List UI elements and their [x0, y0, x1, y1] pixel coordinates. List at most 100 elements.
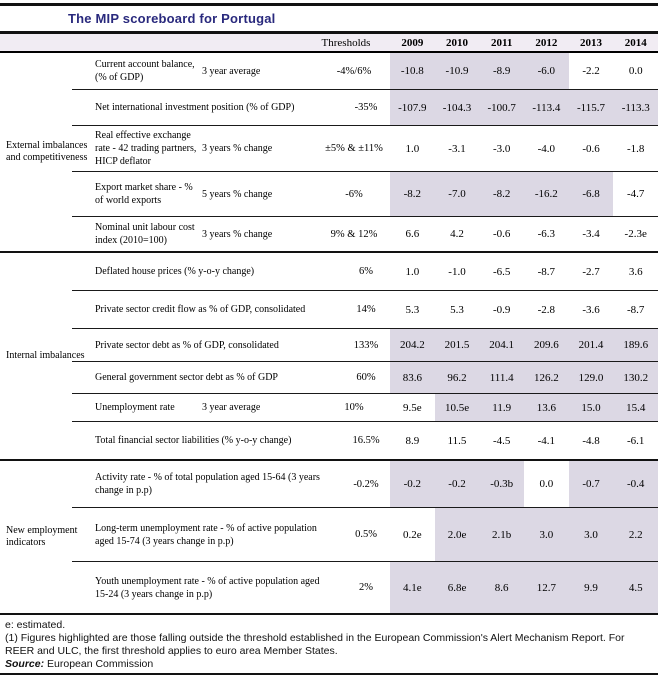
indicator-name: Deflated house prices (% y-o-y change) — [95, 266, 255, 277]
value-2011: 111.4 — [479, 362, 525, 393]
value-2009: 5.3 — [405, 303, 420, 316]
indicator-row: Youth unemployment rate - % of active po… — [72, 561, 658, 613]
value-2012: -8.7 — [537, 265, 556, 278]
value-2014: 130.2 — [613, 362, 658, 393]
column-header-2011: 2011 — [490, 36, 513, 49]
indicator-name: Real effective exchange rate - 42 tradin… — [95, 130, 197, 167]
value-2012: -16.2 — [524, 172, 569, 216]
value-2014: -4.7 — [626, 188, 645, 200]
indicator-period: 3 year average — [202, 65, 261, 77]
value-2014: 2.2 — [613, 508, 658, 561]
value-2012: -113.4 — [524, 90, 569, 125]
indicator-row: Activity rate - % of total population ag… — [72, 461, 658, 507]
table-title: The MIP scoreboard for Portugal — [68, 11, 276, 26]
footnotes: e: estimated. (1) Figures highlighted ar… — [0, 615, 658, 673]
value-2014: -2.3e — [624, 228, 647, 240]
indicator-row: Nominal unit labour cost index (2010=100… — [72, 216, 658, 251]
column-header-2009: 2009 — [401, 36, 424, 49]
footnote-highlight-note: (1) Figures highlighted are those fallin… — [5, 632, 625, 657]
indicator-row: Long-term unemployment rate - % of activ… — [72, 507, 658, 561]
value-2011: -4.5 — [492, 434, 511, 447]
value-2011: -8.2 — [479, 172, 525, 216]
value-2014: -1.8 — [626, 142, 645, 155]
value-2009: 4.1e — [390, 562, 435, 613]
value-2010: 11.5 — [447, 434, 467, 447]
indicator-row: Real effective exchange rate - 42 tradin… — [72, 125, 658, 171]
value-2013: -3.4 — [582, 228, 600, 240]
threshold-value: 60% — [356, 372, 376, 383]
threshold-value: -0.2% — [353, 478, 379, 490]
value-2009: -10.8 — [390, 53, 435, 89]
value-2012: 0.0 — [539, 478, 554, 490]
value-2011: -0.9 — [492, 303, 511, 316]
value-2013: 9.9 — [568, 562, 614, 613]
value-2014: -113.3 — [613, 90, 658, 125]
threshold-value: ±5% & ±11% — [325, 143, 383, 154]
indicator-period: 3 years % change — [202, 228, 273, 240]
value-2014: 189.6 — [613, 329, 658, 361]
column-header-2010: 2010 — [446, 36, 468, 49]
value-2013: -3.6 — [582, 303, 600, 316]
value-2012: 3.0 — [524, 508, 569, 561]
indicator-period: 5 years % change — [202, 188, 273, 200]
value-2013: -115.7 — [568, 90, 614, 125]
indicator-name: Export market share - % of world exports — [95, 182, 193, 206]
indicator-row: Unemployment rate 3 year average 10% 9.5e 10… — [72, 393, 658, 421]
indicator-period: 3 years % change — [202, 143, 273, 154]
value-2011: 8.6 — [479, 562, 525, 613]
value-2009: -8.2 — [390, 172, 435, 216]
value-2011: 204.1 — [479, 329, 525, 361]
value-2010: 10.5e — [434, 394, 480, 421]
source-label: Source: — [5, 658, 45, 670]
group-label: External imbalances and competitiveness — [6, 139, 88, 164]
value-2012: 209.6 — [524, 329, 569, 361]
value-2012: 13.6 — [524, 394, 569, 421]
footnote-source: Source: European Commission — [5, 658, 652, 671]
value-2009: 8.9 — [405, 434, 420, 447]
value-2013: -2.2 — [582, 65, 600, 77]
value-2010: -0.2 — [434, 461, 480, 507]
value-2013: 201.4 — [568, 329, 614, 361]
indicator-row: Current account balance, (% of GDP) 3 yea… — [72, 53, 658, 89]
indicator-row: Private sector credit flow as % of GDP, … — [72, 290, 658, 328]
value-2011: -3.0 — [492, 142, 511, 155]
column-header-thresholds: Thresholds — [321, 36, 371, 49]
value-2013: -4.8 — [582, 434, 600, 447]
value-2010: 4.2 — [450, 228, 464, 240]
value-2010: 201.5 — [434, 329, 480, 361]
indicator-name: Total financial sector liabilities (% y-… — [95, 435, 292, 446]
value-2012: -6.0 — [524, 53, 569, 89]
value-2010: 2.0e — [434, 508, 480, 561]
value-2011: -100.7 — [479, 90, 525, 125]
group-label: New employment indicators — [6, 524, 78, 549]
value-2011: -0.6 — [492, 228, 511, 240]
indicator-group: New employment indicators Activity rate -… — [0, 461, 658, 615]
value-2009: -0.2 — [390, 461, 435, 507]
value-2014: 15.4 — [613, 394, 658, 421]
column-header-2013: 2013 — [580, 36, 603, 49]
indicator-name: Nominal unit labour cost index (2010=100… — [95, 222, 195, 246]
indicator-group: External imbalances and competitiveness C… — [0, 53, 658, 253]
indicator-name: Net international investment position (%… — [95, 102, 295, 113]
value-2011: -8.9 — [479, 53, 525, 89]
value-2010: 6.8e — [434, 562, 480, 613]
indicator-group: Internal imbalances Deflated house prices… — [0, 253, 658, 461]
indicator-name: Unemployment rate — [95, 402, 175, 413]
value-2009: 1.0 — [405, 142, 420, 155]
value-2010: 96.2 — [434, 362, 480, 393]
mip-scoreboard-table: Thresholds 2009 2010 2011 2012 2013 2014… — [0, 34, 658, 615]
value-2010: -1.0 — [448, 265, 466, 278]
source-text: European Commission — [44, 658, 154, 670]
value-2014: 3.6 — [628, 265, 643, 278]
column-header-2012: 2012 — [535, 36, 558, 49]
table-header-row: Thresholds 2009 2010 2011 2012 2013 2014 — [0, 34, 658, 53]
indicator-row: Deflated house prices (% y-o-y change) 6%… — [72, 253, 658, 290]
indicator-row: Private sector debt as % of GDP, consoli… — [72, 328, 658, 361]
value-2011: 11.9 — [479, 394, 525, 421]
threshold-value: 0.5% — [355, 529, 377, 540]
value-2009: -107.9 — [390, 90, 435, 125]
value-2012: -4.0 — [537, 142, 556, 155]
value-2012: -2.8 — [537, 303, 556, 316]
value-2012: -6.3 — [537, 228, 556, 240]
